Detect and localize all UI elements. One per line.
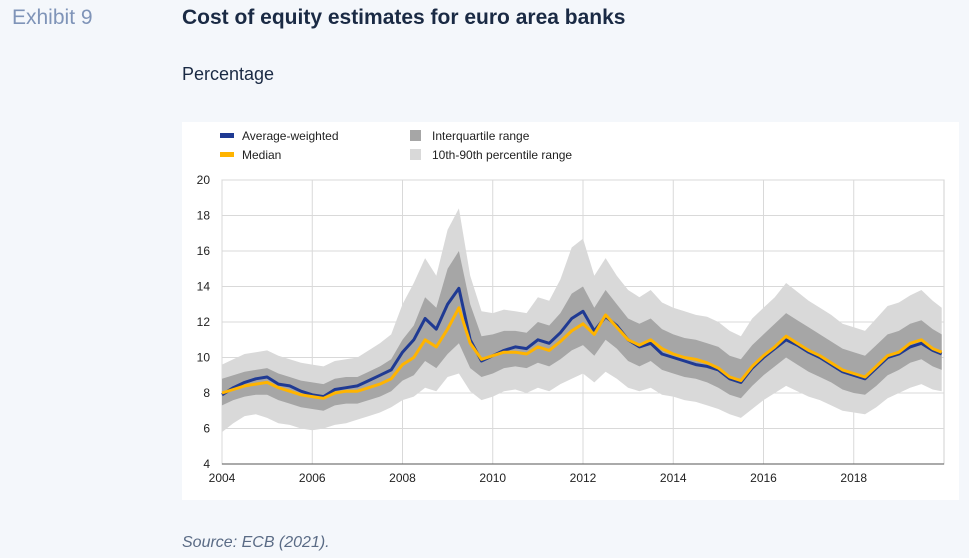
band-interquartile — [222, 251, 942, 411]
y-tick-label: 10 — [197, 351, 211, 365]
legend-swatch — [410, 130, 421, 141]
x-tick-label: 2010 — [479, 471, 506, 485]
x-tick-label: 2004 — [209, 471, 236, 485]
legend: Average-weighted Median Interquartile rang… — [220, 129, 572, 162]
y-tick-label: 6 — [203, 422, 210, 436]
legend-10th-90th-percentile: 10th-90th percentile range — [410, 148, 572, 162]
chart-title: Cost of equity estimates for euro area b… — [182, 6, 626, 29]
x-tick-label: 2016 — [750, 471, 777, 485]
legend-swatch — [220, 152, 234, 157]
chart-panel: 4 6 8 10 12 14 16 18 20 2004 2006 2008 2010 2012 2014 2… — [182, 122, 959, 500]
legend-average-weighted: Average-weighted — [220, 129, 339, 143]
y-tick-label: 16 — [197, 244, 211, 258]
source-note: Source: ECB (2021). — [182, 534, 330, 551]
legend-swatch — [410, 149, 421, 160]
y-tick-label: 14 — [197, 280, 211, 294]
series-line-average-weighted — [221, 286, 943, 399]
y-tick-label: 12 — [197, 315, 211, 329]
legend-swatch — [220, 133, 234, 138]
x-tick-label: 2018 — [840, 471, 867, 485]
legend-median: Median — [220, 148, 281, 162]
chart-svg: 4 6 8 10 12 14 16 18 20 2004 2006 2008 2010 2012 2014 2… — [197, 129, 945, 485]
legend-label: Interquartile range — [432, 129, 530, 143]
legend-interquartile-range: Interquartile range — [410, 129, 530, 143]
axes-layer: 4 6 8 10 12 14 16 18 20 2004 2006 2008 2010 2012 2014 2… — [197, 173, 944, 485]
legend-label: Average-weighted — [242, 129, 339, 143]
y-tick-label: 4 — [203, 457, 210, 471]
band-layer — [222, 208, 942, 433]
chart-subtitle: Percentage — [182, 64, 275, 84]
x-tick-label: 2006 — [299, 471, 326, 485]
y-tick-label: 18 — [197, 209, 211, 223]
legend-label: 10th-90th percentile range — [432, 148, 572, 162]
y-tick-label: 8 — [203, 386, 210, 400]
x-tick-label: 2008 — [389, 471, 416, 485]
legend-label: Median — [242, 148, 281, 162]
exhibit-label: Exhibit 9 — [12, 6, 93, 29]
line-layer — [221, 286, 943, 400]
x-tick-label: 2014 — [660, 471, 687, 485]
series-line-median — [221, 306, 943, 400]
y-tick-label: 20 — [197, 173, 211, 187]
x-tick-label: 2012 — [570, 471, 597, 485]
